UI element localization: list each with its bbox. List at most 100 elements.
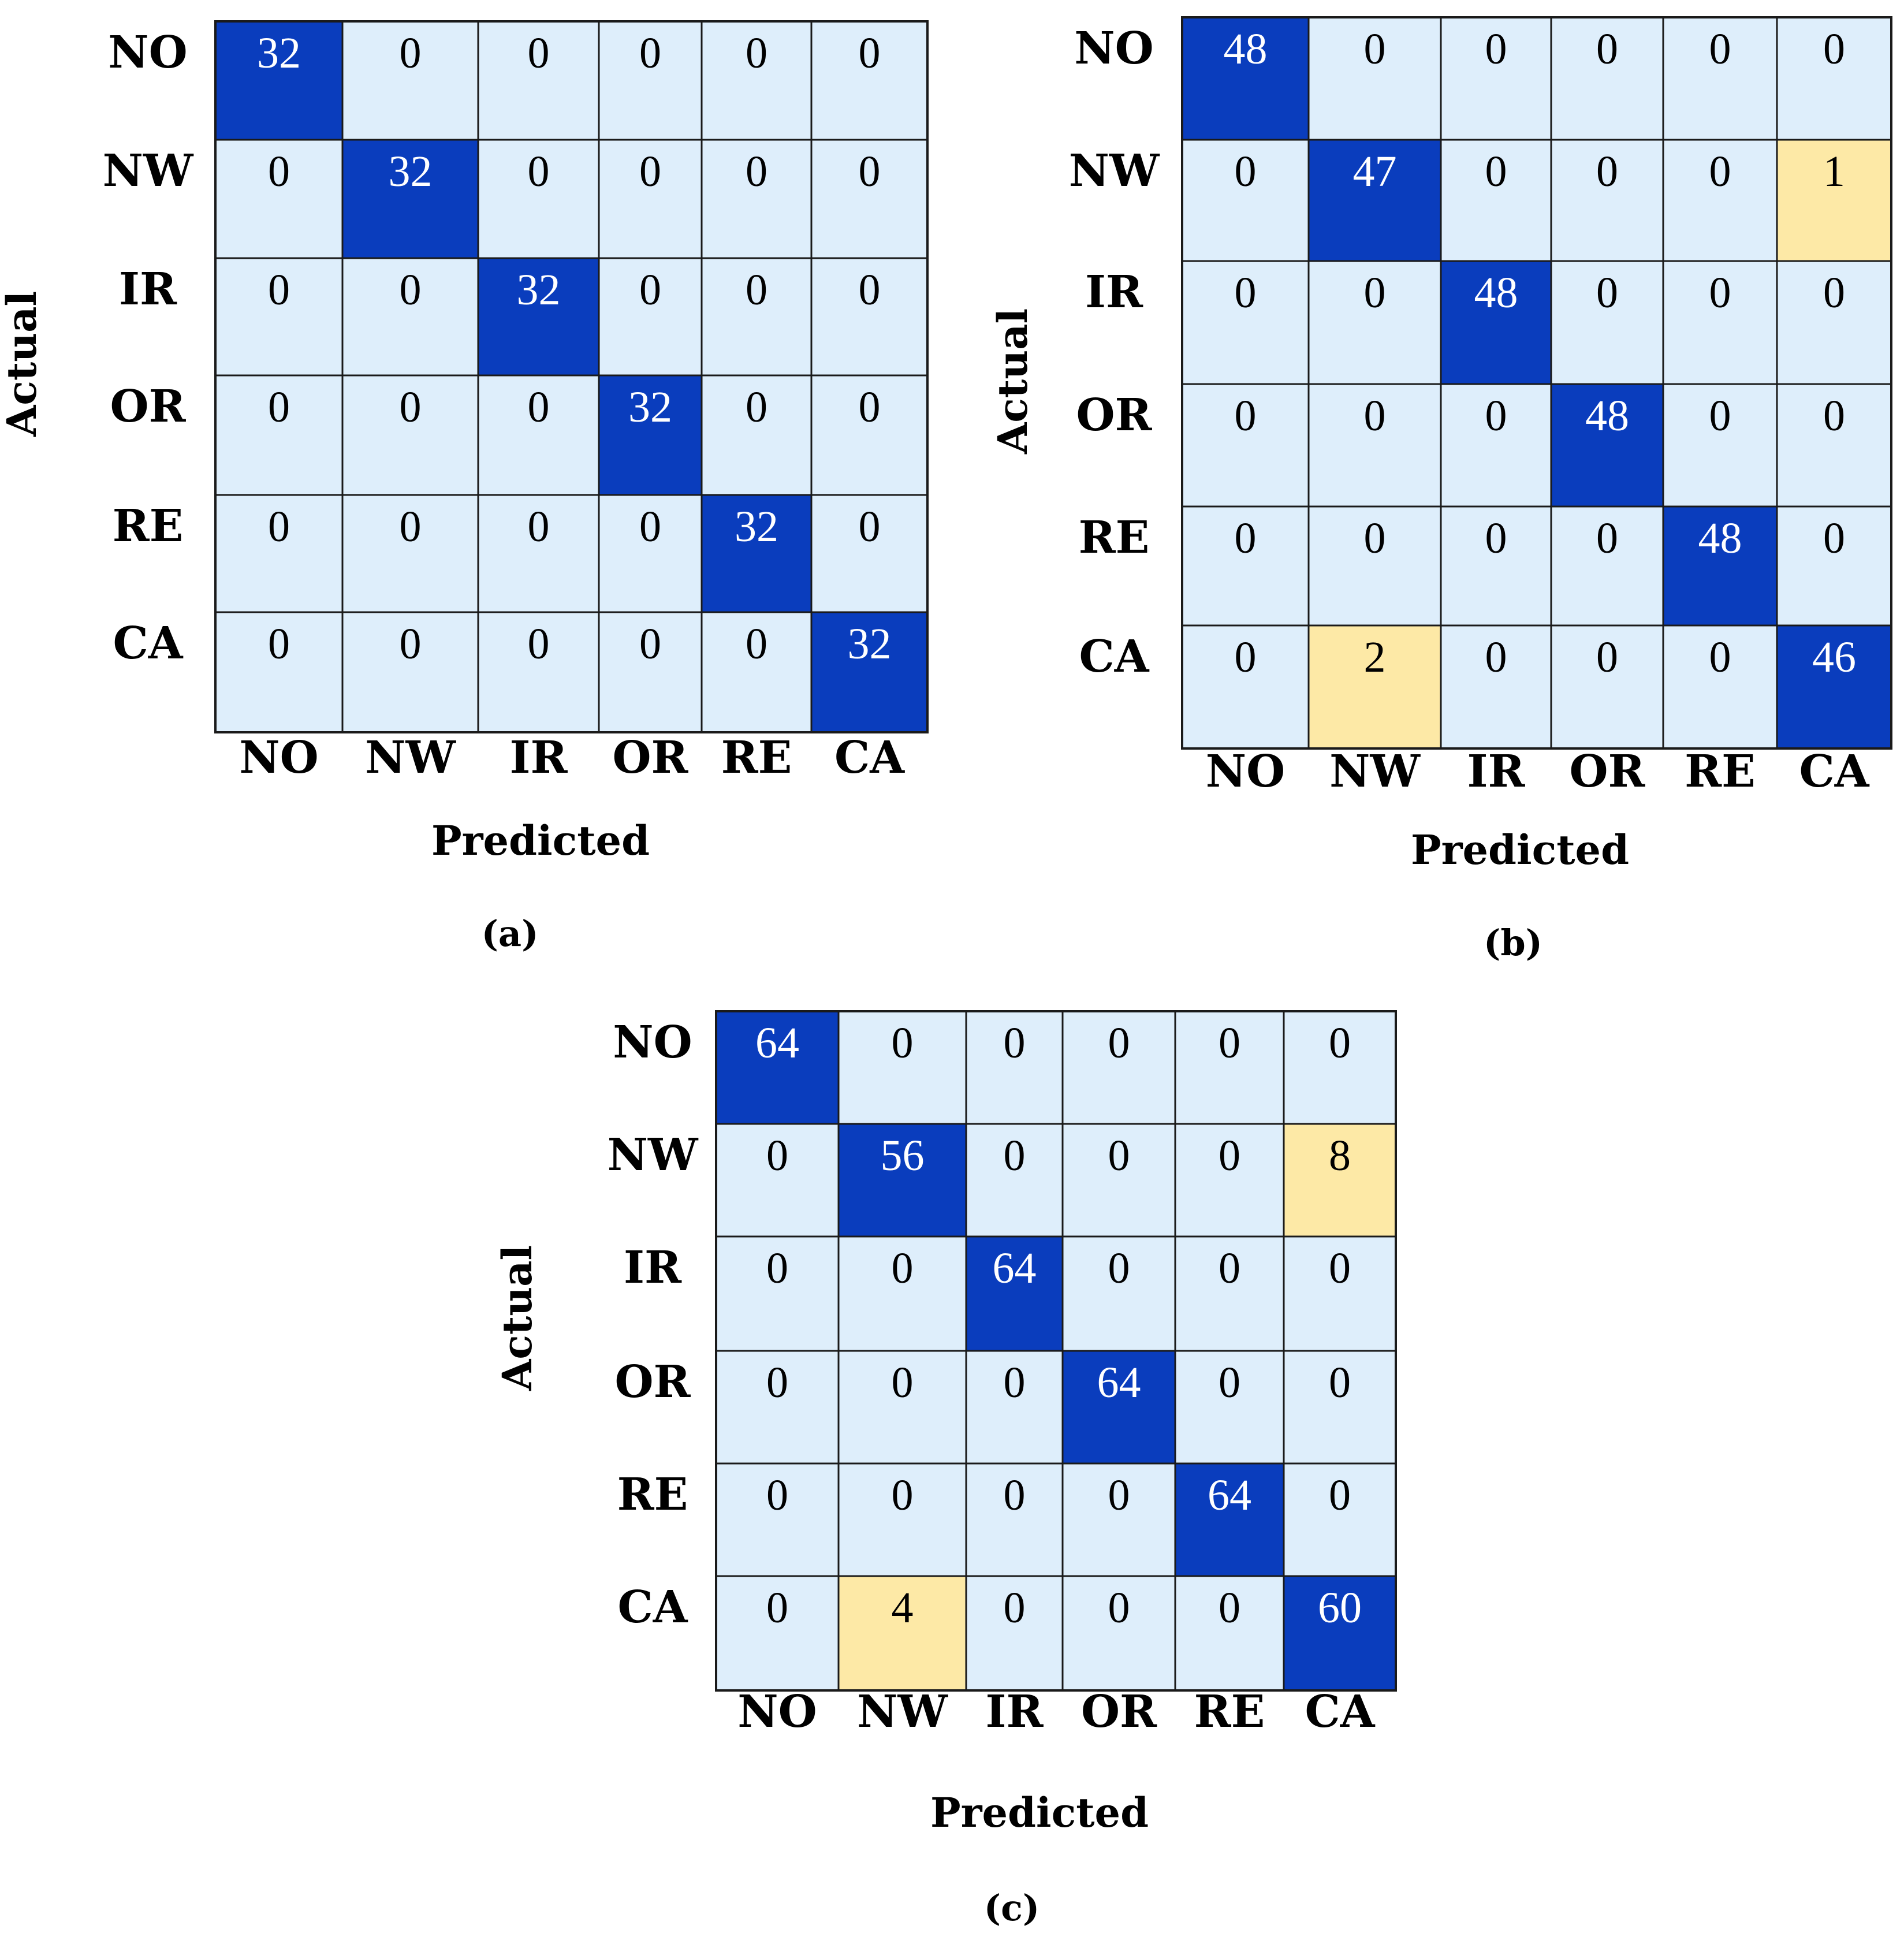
cell-value: 0 xyxy=(528,147,550,196)
matrix-cell xyxy=(1776,505,1892,627)
col-tick-label: NW xyxy=(1329,746,1421,798)
confusion-matrix-panel-b: 48 0 0 0 0 0 0 47 0 0 0 1 0 0 48 0 0 0 0 0 0 48 0 0 0 0 0 0 48 0 0 2 0 0 0… xyxy=(989,16,1892,964)
matrix-cell xyxy=(701,494,813,613)
col-tick-label: IR xyxy=(509,732,568,784)
cell-value: 60 xyxy=(1318,1584,1362,1632)
panel-label: (c) xyxy=(984,1887,1039,1929)
cell-value: 0 xyxy=(1329,1019,1351,1067)
matrix-cell xyxy=(477,374,600,496)
cell-value: 0 xyxy=(766,1471,788,1519)
matrix-cell xyxy=(1061,1462,1176,1577)
cell-value: 0 xyxy=(746,383,767,431)
matrix-cell xyxy=(1174,1575,1285,1692)
matrix-cell xyxy=(1307,383,1442,508)
col-tick-label: NO xyxy=(1206,746,1285,798)
cell-value: 0 xyxy=(746,266,767,314)
cell-value: 0 xyxy=(1596,633,1618,681)
col-tick-label: OR xyxy=(1081,1686,1157,1738)
col-tick-label: IR xyxy=(985,1686,1044,1738)
cell-value: 0 xyxy=(528,383,550,431)
cell-value: 0 xyxy=(1219,1358,1240,1407)
cell-value: 32 xyxy=(389,147,433,196)
cell-value: 0 xyxy=(400,266,422,314)
cell-value: 0 xyxy=(1823,392,1845,440)
cell-value: 0 xyxy=(268,620,290,668)
cell-value: 0 xyxy=(1219,1244,1240,1293)
matrix-cell xyxy=(1776,383,1892,508)
matrix-cell xyxy=(477,494,600,613)
row-tick-label: IR xyxy=(119,263,177,315)
cell-value: 0 xyxy=(892,1244,914,1293)
cell-value: 0 xyxy=(1364,514,1386,563)
matrix-cell xyxy=(1174,1350,1285,1465)
cell-value: 64 xyxy=(755,1019,799,1067)
row-tick-label: OR xyxy=(614,1356,691,1408)
cell-value: 0 xyxy=(400,620,422,668)
matrix-cell xyxy=(598,494,703,613)
cell-value: 0 xyxy=(1485,392,1507,440)
matrix-cell xyxy=(715,1462,840,1577)
cell-value: 0 xyxy=(859,29,881,77)
cell-value: 0 xyxy=(859,383,881,431)
cell-value: 0 xyxy=(1329,1471,1351,1519)
matrix-cell xyxy=(1440,16,1552,141)
matrix-cell xyxy=(1061,1123,1176,1238)
row-tick-label: NW xyxy=(103,145,194,197)
matrix-cell xyxy=(1776,16,1892,141)
cell-value: 0 xyxy=(1108,1471,1130,1519)
cell-value: 0 xyxy=(766,1131,788,1180)
cell-value: 0 xyxy=(1235,514,1257,563)
matrix-cell xyxy=(701,374,813,496)
matrix-cell xyxy=(341,20,479,141)
matrix-cell xyxy=(810,139,929,259)
cell-value: 47 xyxy=(1353,147,1397,196)
y-axis-title: Actual xyxy=(493,1245,541,1391)
cell-value: 0 xyxy=(528,29,550,77)
cell-value: 0 xyxy=(1709,269,1731,317)
col-tick-label: OR xyxy=(612,732,688,784)
cell-value: 0 xyxy=(1235,392,1257,440)
cell-value: 0 xyxy=(892,1358,914,1407)
matrix-cell xyxy=(837,1123,967,1238)
matrix-cell xyxy=(1283,1123,1397,1238)
cell-value: 0 xyxy=(1709,25,1731,73)
cell-value: 0 xyxy=(1235,269,1257,317)
cell-value: 0 xyxy=(1596,514,1618,563)
cell-value: 0 xyxy=(1004,1471,1026,1519)
matrix-cell xyxy=(598,257,703,377)
matrix-cell xyxy=(598,374,703,496)
cell-value: 0 xyxy=(1596,269,1618,317)
cell-value: 0 xyxy=(1823,514,1845,563)
matrix-cell xyxy=(1061,1010,1176,1125)
confusion-matrix-panel-c: 64 0 0 0 0 0 0 56 0 0 0 8 0 0 64 0 0 0 0 0 0 64 0 0 0 0 0 0 64 0 0 4 0 0 0… xyxy=(493,1010,1397,1929)
row-tick-label: NW xyxy=(608,1129,699,1181)
matrix-cell xyxy=(341,139,479,259)
row-tick-label: OR xyxy=(110,381,186,433)
cell-value: 0 xyxy=(1596,147,1618,196)
cell-value: 0 xyxy=(1485,147,1507,196)
col-tick-label: CA xyxy=(1799,746,1869,798)
confusion-matrix-panel-a: 32 0 0 0 0 0 0 32 0 0 0 0 0 0 32 0 0 0 0 0 0 32 0 0 0 0 0 0 32 0 0 0 0 0 0… xyxy=(0,20,929,955)
cell-value: 0 xyxy=(1709,147,1731,196)
cell-value: 0 xyxy=(1219,1131,1240,1180)
row-tick-label: NO xyxy=(108,27,187,79)
matrix-cell xyxy=(1174,1235,1285,1352)
cell-value: 0 xyxy=(639,147,661,196)
row-tick-label: CA xyxy=(1079,631,1149,683)
cell-value: 0 xyxy=(746,620,767,668)
y-axis-title: Actual xyxy=(989,308,1037,455)
x-axis-title: Predicted xyxy=(930,1789,1149,1837)
cell-value: 0 xyxy=(892,1019,914,1067)
cell-value: 0 xyxy=(639,29,661,77)
matrix-cell xyxy=(1283,1462,1397,1577)
x-axis-title: Predicted xyxy=(431,817,650,865)
x-axis-title: Predicted xyxy=(1411,826,1629,874)
cell-value: 0 xyxy=(1329,1244,1351,1293)
cell-value: 64 xyxy=(1097,1358,1141,1407)
cell-value: 0 xyxy=(859,147,881,196)
row-tick-label: RE xyxy=(1079,512,1150,564)
cell-value: 32 xyxy=(628,383,672,431)
cell-value: 0 xyxy=(1004,1358,1026,1407)
cell-value: 0 xyxy=(859,266,881,314)
cell-value: 0 xyxy=(1823,25,1845,73)
